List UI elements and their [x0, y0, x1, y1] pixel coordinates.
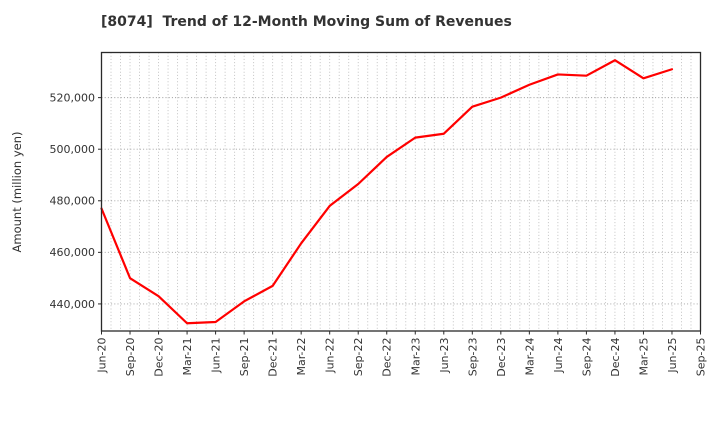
y-axis-ticks [98, 97, 102, 305]
y-major-gridlines [101, 97, 701, 305]
x-tick-label: Dec-20 [153, 338, 166, 377]
x-tick-label: Jun-20 [96, 338, 109, 374]
x-tick-label: Jun-24 [552, 338, 565, 374]
x-tick-label: Dec-22 [381, 338, 394, 377]
x-tick-label: Mar-22 [295, 338, 308, 376]
y-tick-label: 480,000 [50, 195, 96, 208]
x-tick-label: Sep-23 [466, 338, 479, 377]
revenue-line [100, 59, 674, 325]
x-tick-label: Sep-22 [352, 338, 365, 377]
y-tick-label: 440,000 [50, 298, 96, 311]
x-tick-label: Sep-25 [695, 338, 708, 377]
x-tick-label: Mar-23 [409, 338, 422, 376]
x-tick-label: Sep-21 [238, 338, 251, 377]
x-tick-label: Dec-23 [495, 338, 508, 377]
x-tick-label: Sep-24 [580, 338, 593, 377]
x-tick-label: Jun-25 [666, 338, 679, 374]
x-tick-label: Mar-21 [181, 338, 194, 376]
x-tick-label: Sep-20 [124, 338, 137, 377]
x-tick-label: Dec-24 [609, 338, 622, 377]
x-tick-label: Jun-23 [438, 338, 451, 374]
x-axis-ticks [101, 331, 701, 335]
y-tick-label: 520,000 [50, 92, 96, 105]
x-tick-label: Mar-25 [637, 338, 650, 376]
y-tick-label: 460,000 [50, 246, 96, 259]
plot-border [100, 51, 702, 332]
series-lines [100, 59, 674, 325]
x-tick-label: Dec-21 [267, 338, 280, 377]
x-minor-gridlines [101, 52, 701, 331]
y-tick-label: 500,000 [50, 143, 96, 156]
x-tick-label: Jun-22 [324, 338, 337, 374]
chart-title: [8074] Trend of 12-Month Moving Sum of R… [101, 14, 512, 30]
x-axis-tick-labels: Jun-20 Sep-20 Dec-20 Mar-21 Jun-21 Sep-21 Dec-… [96, 338, 708, 377]
x-tick-label: Mar-24 [523, 338, 536, 376]
x-tick-label: Jun-21 [210, 338, 223, 374]
y-axis-tick-labels: 440,000 460,000 480,000 500,000 520,000 [50, 92, 96, 311]
